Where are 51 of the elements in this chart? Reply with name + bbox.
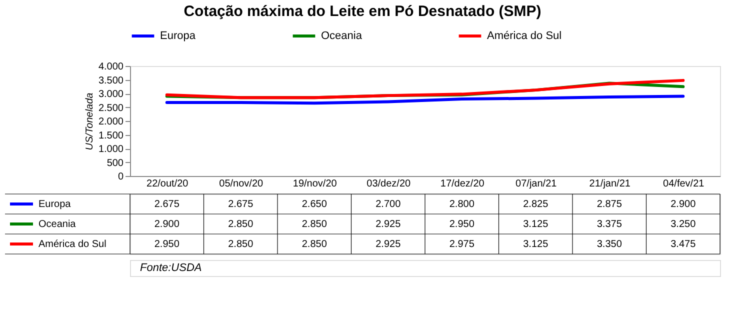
data-label: 2.850 bbox=[228, 239, 254, 250]
data-label: 2.850 bbox=[302, 219, 328, 230]
data-label: 3.350 bbox=[596, 239, 622, 250]
y-tick-label: 3.500 bbox=[98, 75, 124, 86]
x-tick-label: 19/nov/20 bbox=[292, 178, 338, 190]
data-label: 2.700 bbox=[376, 199, 402, 210]
data-label: 2.650 bbox=[302, 199, 328, 210]
text: Europa bbox=[38, 199, 71, 210]
data-label: 2.675 bbox=[228, 199, 254, 210]
data-label: 2.850 bbox=[302, 239, 328, 250]
data-label: 2.875 bbox=[596, 199, 622, 210]
legend-label: Europa bbox=[160, 30, 196, 42]
data-label: 2.900 bbox=[670, 199, 696, 210]
source-note: Fonte:USDA bbox=[140, 262, 202, 274]
text: América do Sul bbox=[38, 239, 106, 250]
x-tick-label: 05/nov/20 bbox=[219, 178, 264, 190]
text: Oceania bbox=[38, 219, 76, 230]
data-label: 2.950 bbox=[449, 219, 475, 230]
y-tick-label: 1.500 bbox=[98, 130, 124, 142]
data-label: 3.375 bbox=[596, 219, 622, 230]
legend-label: Oceania bbox=[321, 30, 363, 42]
data-label: 2.800 bbox=[449, 199, 475, 210]
y-tick-label: 4.000 bbox=[98, 62, 124, 72]
data-label: 2.900 bbox=[154, 219, 180, 230]
y-tick-label: 1.000 bbox=[98, 144, 124, 155]
data-label: 3.125 bbox=[523, 239, 549, 250]
x-tick-label: 07/jan/21 bbox=[516, 178, 558, 190]
x-tick-label: 22/out/20 bbox=[146, 178, 189, 190]
legend-label: América do Sul bbox=[487, 30, 562, 42]
data-label: 2.850 bbox=[228, 219, 254, 230]
x-tick-label: 04/fev/21 bbox=[663, 178, 705, 190]
chart-title: Cotação máxima do Leite em Pó Desnatado (SMP) bbox=[184, 3, 542, 20]
data-label: 2.925 bbox=[376, 239, 402, 250]
data-label: 3.125 bbox=[523, 219, 549, 230]
data-label: 2.675 bbox=[154, 199, 180, 210]
data-label: 2.825 bbox=[523, 199, 549, 210]
y-axis-title: US/Tonelada bbox=[84, 92, 96, 150]
data-label: 3.250 bbox=[670, 219, 696, 230]
data-label: 2.975 bbox=[449, 239, 475, 250]
y-tick-label: 0 bbox=[118, 172, 124, 182]
data-label: 2.925 bbox=[376, 219, 402, 230]
data-label: 2.950 bbox=[154, 239, 180, 250]
y-tick-label: 2.500 bbox=[98, 102, 124, 114]
y-tick-label: 3.000 bbox=[98, 89, 124, 100]
y-tick-label: 500 bbox=[106, 158, 124, 169]
x-tick-label: 17/dez/20 bbox=[440, 178, 485, 190]
line-series bbox=[165, 94, 685, 105]
x-tick-label: 03/dez/20 bbox=[366, 178, 412, 190]
data-label: 3.475 bbox=[670, 239, 696, 250]
x-tick-label: 21/jan/21 bbox=[589, 178, 631, 190]
y-tick-label: 2.000 bbox=[98, 116, 124, 128]
